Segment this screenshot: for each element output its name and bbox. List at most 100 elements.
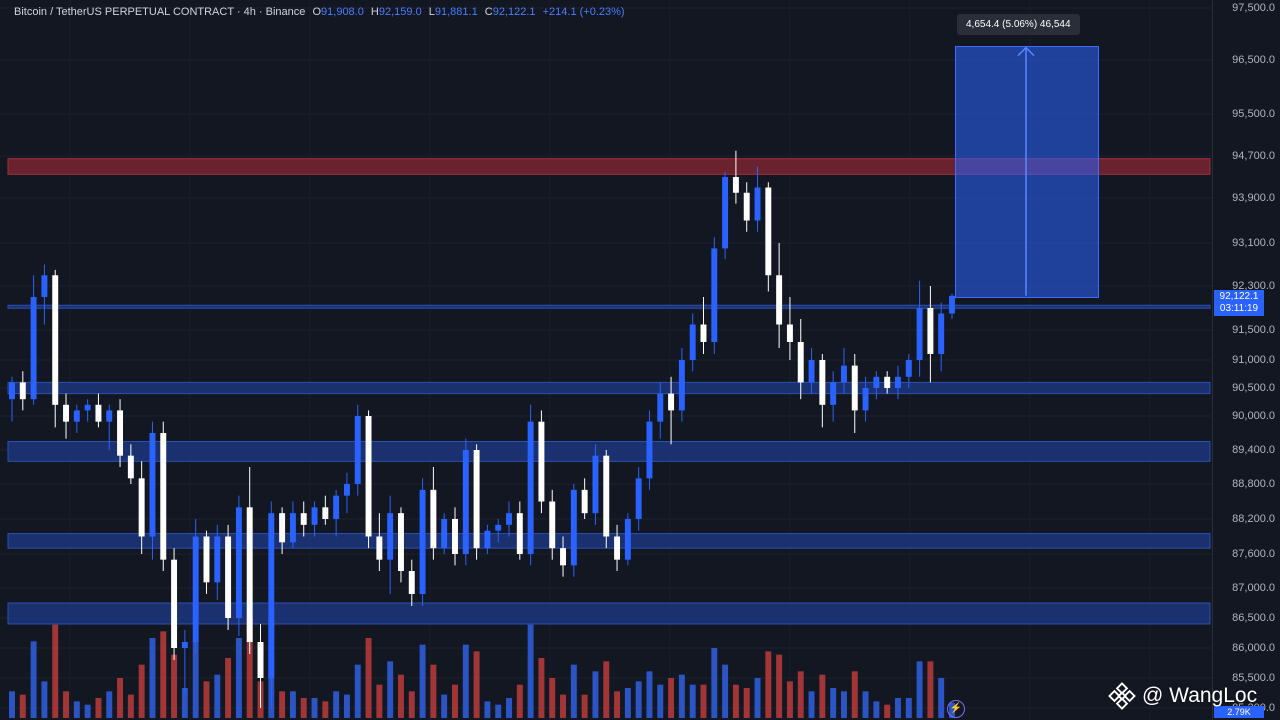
volume-bar [127, 694, 134, 718]
volume-bar [149, 638, 156, 718]
volume-bar [549, 678, 556, 718]
volume-bar [387, 661, 394, 718]
volume-bar [214, 674, 221, 718]
candle-body [387, 513, 394, 560]
volume-bar [624, 688, 631, 718]
candle-body [106, 410, 113, 422]
volume-bar [614, 691, 621, 718]
volume-bar [138, 664, 145, 718]
zones-layer [7, 158, 1211, 625]
volume-bar [862, 691, 869, 718]
candle-body [797, 342, 804, 383]
volume-bar [30, 641, 37, 718]
current-price-tag: 92,122.1 03:11:19 [1214, 289, 1264, 316]
candle-body [560, 548, 567, 566]
candle-body [895, 376, 901, 388]
candle-body [181, 642, 188, 648]
volume-bar [657, 684, 664, 718]
candle-body [484, 530, 491, 549]
current-price-value: 92,122.1 [1219, 290, 1259, 302]
volume-bar [786, 681, 793, 718]
lightning-icon[interactable]: ⚡ [947, 700, 965, 718]
volume-bar [300, 698, 307, 718]
volume-bar [376, 684, 383, 718]
price-tick-label: 86,500.0 [1232, 612, 1275, 624]
candle-body [927, 308, 934, 354]
price-tick-label: 85,500.0 [1232, 672, 1275, 684]
volume-bar [722, 664, 729, 718]
candle-body [905, 360, 912, 377]
candle-body [808, 360, 815, 383]
candle-body [516, 513, 523, 554]
volume-bar [171, 654, 178, 718]
volume-bar [84, 704, 91, 718]
candle-body [743, 192, 750, 221]
candle-body [538, 421, 545, 502]
volume-bar [905, 698, 912, 718]
watermark: @ WangLoc [1108, 682, 1257, 710]
volume-bar [495, 704, 502, 718]
volume-bar [473, 651, 480, 718]
volume-bar [603, 661, 610, 718]
high-label: H [370, 6, 379, 18]
volume-bar [41, 681, 48, 718]
candle-body [473, 450, 480, 549]
candle-body [192, 536, 199, 642]
candle-body [527, 421, 534, 554]
price-tick-label: 87,000.0 [1232, 582, 1275, 594]
symbol-legend[interactable]: Bitcoin / TetherUS PERPETUAL CONTRACT · … [14, 6, 625, 18]
candle-body [819, 360, 826, 405]
candle-body [462, 450, 469, 554]
candle-body [570, 489, 577, 566]
price-tick-label: 96,500.0 [1232, 54, 1275, 66]
volume-bar [570, 664, 577, 718]
volume-bar [181, 688, 188, 718]
support-zone [7, 381, 1211, 395]
candle-body [397, 513, 404, 571]
volume-bar [592, 671, 599, 718]
chart-canvas[interactable]: 4,654.4 (5.06%) 46,544 Bitcoin / TetherU… [0, 0, 1212, 720]
volume-bar [63, 691, 69, 718]
volume-bar [452, 684, 458, 718]
candle-body [203, 536, 210, 583]
candle-body [419, 489, 426, 594]
volume-bar [117, 678, 124, 718]
volume-bar [322, 701, 329, 718]
price-tick-label: 93,100.0 [1232, 237, 1275, 249]
volume-bar [333, 691, 340, 718]
candle-body [376, 536, 383, 560]
volume-tag: 2.79K [1214, 706, 1264, 718]
candle-body [225, 536, 232, 618]
measure-label: 4,654.4 (5.06%) 46,544 [957, 13, 1080, 35]
volume-bar [916, 661, 923, 718]
volume-bar [819, 674, 826, 718]
candle-body [851, 365, 858, 411]
candle-body [117, 410, 124, 456]
volume-bar [225, 658, 232, 718]
candle-body [84, 404, 91, 411]
volume-bar [192, 641, 199, 718]
volume-bar [246, 618, 253, 718]
price-axis[interactable]: 97,500.0 96,500.0 95,500.0 94,700.0 93,900.0… [1212, 0, 1280, 720]
candle-body [73, 410, 80, 422]
volume-bar [668, 678, 675, 718]
volume-bar [106, 691, 113, 718]
candle-body [160, 433, 167, 560]
volume-bar [397, 674, 404, 718]
open-value: 91,908.0 [321, 6, 364, 18]
measure-arrow-icon [1017, 46, 1035, 296]
candle-body [603, 455, 610, 537]
volume-bar [808, 691, 815, 718]
volume-bar [95, 698, 102, 718]
candle-body [9, 382, 15, 400]
volume-bar [678, 674, 685, 718]
volume-bar [343, 694, 350, 718]
measure-box[interactable] [955, 45, 1099, 298]
candle-body [754, 187, 761, 221]
candle-body [635, 478, 642, 519]
low-value: 91,881.1 [434, 6, 478, 18]
symbol-title[interactable]: Bitcoin / TetherUS PERPETUAL CONTRACT · … [14, 6, 306, 18]
change-value: +214.1 (+0.23%) [542, 6, 625, 18]
price-tick-label: 91,500.0 [1232, 324, 1275, 336]
binance-logo-icon [1108, 682, 1136, 710]
